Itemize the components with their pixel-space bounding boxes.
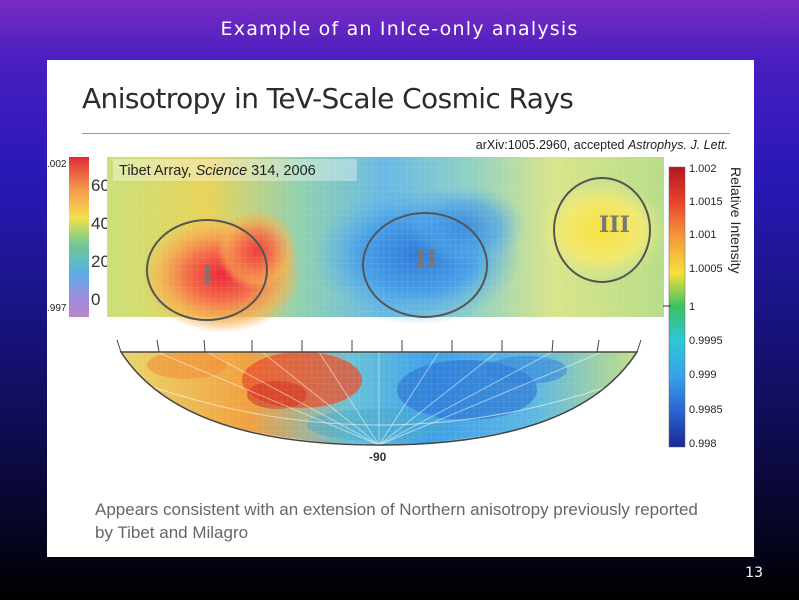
colorbar-tick-4: 1.0005 bbox=[689, 263, 723, 275]
left-tick-0: 0 bbox=[91, 290, 100, 309]
region-label-iii: III bbox=[599, 212, 630, 238]
panel-heading: Anisotropy in TeV-Scale Cosmic Rays bbox=[82, 82, 574, 115]
citation: arXiv:1005.2960, accepted Astrophys. J. … bbox=[476, 138, 728, 152]
relative-intensity-colorbar: 1.002 1.0015 1.001 1.0005 1 0.9995 0.999… bbox=[663, 163, 744, 450]
south-pole-label: -90 bbox=[369, 450, 387, 464]
slide-title: Example of an InIce-only analysis bbox=[220, 18, 579, 40]
colorbar-tick-3: 1.001 bbox=[689, 229, 717, 241]
citation-prefix: arXiv:1005.2960, accepted bbox=[475, 138, 628, 152]
tibet-label-prefix: Tibet Array, bbox=[119, 163, 196, 179]
left-tick-60: 60 bbox=[91, 176, 110, 195]
colorbar-tick-7: 0.999 bbox=[689, 369, 717, 381]
left-tick-40: 40 bbox=[91, 214, 110, 233]
slide-caption: Appears consistent with an extension of … bbox=[95, 500, 698, 542]
content-panel: Anisotropy in TeV-Scale Cosmic Rays arXi… bbox=[47, 60, 754, 557]
left-scale-top-label: .002 bbox=[47, 159, 67, 170]
colorbar-tick-6: 0.9995 bbox=[689, 335, 723, 347]
colorbar-title: Relative Intensity bbox=[728, 167, 744, 274]
tibet-sky-map: I II III Tibet Array, Science 314, 2006 bbox=[107, 157, 667, 333]
region-circle-ii bbox=[362, 212, 488, 318]
icecube-sky-map: -90 bbox=[116, 339, 642, 464]
colorbar-tick-5: 1 bbox=[689, 301, 695, 313]
tibet-label-suffix: 314, 2006 bbox=[247, 163, 316, 179]
region-circle-iii bbox=[553, 177, 651, 283]
tibet-map-label: Tibet Array, Science 314, 2006 bbox=[119, 163, 316, 179]
left-scale-bar bbox=[69, 157, 89, 317]
region-label-ii: II bbox=[415, 244, 437, 273]
tibet-label-journal: Science bbox=[196, 163, 248, 179]
left-tick-20: 20 bbox=[91, 252, 110, 271]
colorbar-tick-1: 1.002 bbox=[689, 163, 717, 175]
colorbar-tick-2: 1.0015 bbox=[689, 196, 723, 208]
left-scale-bottom-label: .997 bbox=[47, 303, 67, 314]
region-label-i: I bbox=[202, 260, 213, 289]
page-number: 13 bbox=[745, 565, 763, 581]
anisotropy-figure: .002 .997 60 40 20 0 I II III Tibet Arra… bbox=[47, 157, 744, 464]
colorbar-tick-8: 0.9985 bbox=[689, 404, 723, 416]
heading-divider bbox=[82, 133, 730, 134]
region-circle-i bbox=[146, 219, 268, 321]
colorbar-tick-9: 0.998 bbox=[689, 438, 717, 450]
citation-journal: Astrophys. J. Lett. bbox=[627, 138, 728, 152]
